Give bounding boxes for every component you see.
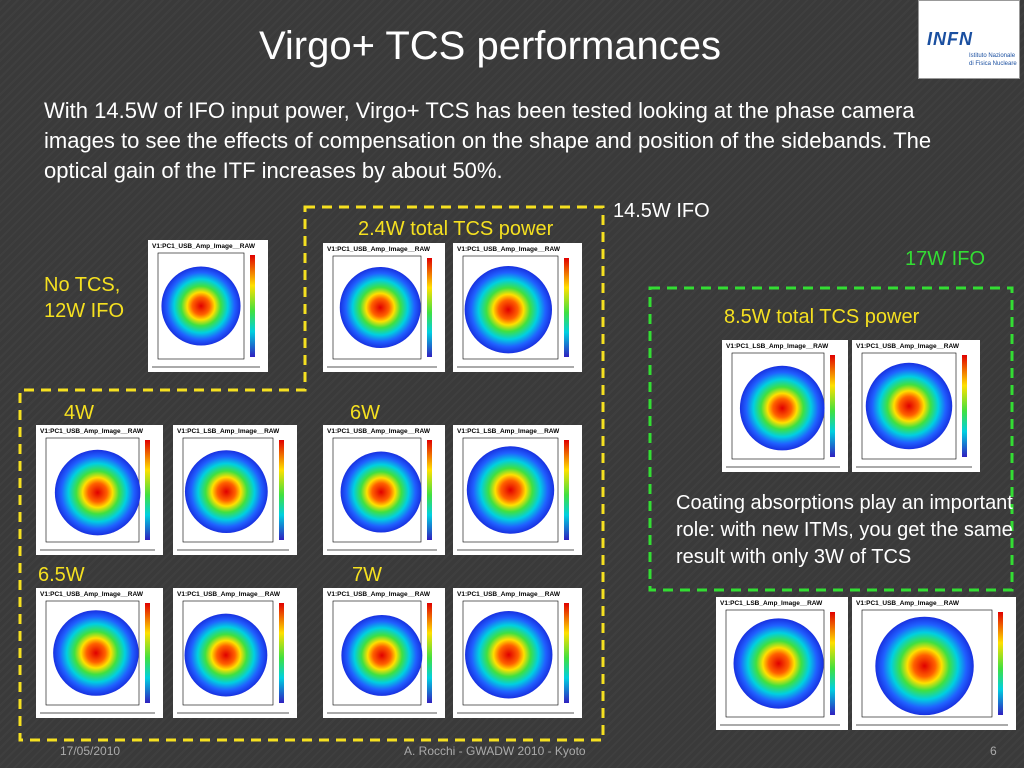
color-bar (145, 440, 150, 540)
color-bar (962, 355, 967, 457)
image-title: V1:PC1_LSB_Amp_Image__RAW (457, 428, 560, 435)
color-bar (279, 603, 284, 703)
group-label: 4W (64, 402, 94, 424)
region-label: 14.5W IFO (613, 200, 710, 222)
color-bar (279, 440, 284, 540)
group-label: 2.4W total TCS power (358, 218, 554, 240)
heatmap (161, 266, 241, 346)
image-title: V1:PC1_USB_Amp_Image__RAW (327, 246, 431, 253)
image-title: V1:PC1_LSB_Amp_Image__RAW (177, 428, 280, 435)
color-bar (145, 603, 150, 703)
yellow-dashed-region (18, 205, 605, 742)
logo-line: di Fisica Nucleare (969, 61, 1017, 67)
image-title: V1:PC1_LSB_Amp_Image__RAW (720, 600, 823, 607)
image-title: V1:PC1_LSB_Amp_Image__RAW (726, 343, 829, 350)
heatmap (54, 449, 141, 536)
body-text: With 14.5W of IFO input power, Virgo+ TC… (44, 98, 932, 183)
group-label: 6W (350, 402, 380, 424)
heatmap (466, 446, 555, 534)
color-bar (427, 258, 432, 357)
heatmap (733, 618, 824, 709)
heatmap (875, 616, 974, 716)
group-label: 7W (352, 564, 382, 586)
color-bar (830, 355, 835, 457)
heatmap (53, 610, 139, 696)
image-title: V1:PC1_USB_Amp_Image__RAW (856, 600, 960, 607)
color-bar (830, 612, 835, 715)
color-bar (564, 440, 569, 540)
color-bar (250, 255, 255, 357)
image-title: V1:PC1_USB_Amp_Image__RAW (457, 591, 561, 598)
image-title: V1:PC1_USB_Amp_Image__RAW (856, 343, 960, 350)
image-title: V1:PC1_USB_Amp_Image__RAW (40, 428, 144, 435)
group-label: 6.5W (38, 564, 85, 586)
heatmap (465, 611, 553, 699)
heatmap (184, 613, 268, 697)
color-bar (564, 258, 569, 357)
group-label: 8.5W total TCS power (724, 306, 920, 328)
heatmap (184, 450, 268, 534)
image-title: V1:PC1_USB_Amp_Image__RAW (457, 246, 561, 253)
logo-acronym: INFN (927, 29, 973, 49)
logo: INFN Istituto Nazionale di Fisica Nuclea… (918, 0, 1020, 79)
color-bar (564, 603, 569, 703)
green-dashed-region (648, 286, 1014, 592)
color-bar (998, 612, 1003, 715)
image-title: V1:PC1_USB_Amp_Image__RAW (152, 243, 256, 250)
image-title: V1:PC1_USB_Amp_Image__RAW (327, 591, 431, 598)
group-label: No TCS, 12W IFO (44, 274, 125, 322)
heatmap (739, 365, 825, 451)
coating-text: Coating absorptions play an important ro… (676, 492, 1013, 568)
heatmap (339, 267, 421, 348)
footer-author: A. Rocchi - GWADW 2010 - Kyoto (404, 744, 586, 758)
heatmap (464, 265, 553, 354)
heatmap (341, 614, 423, 696)
image-title: V1:PC1_USB_Amp_Image__RAW (177, 591, 281, 598)
footer-date: 17/05/2010 (60, 744, 121, 758)
color-bar (427, 603, 432, 703)
logo-line: Istituto Nazionale (969, 53, 1016, 59)
image-title: V1:PC1_USB_Amp_Image__RAW (327, 428, 431, 435)
slide-title: Virgo+ TCS performances (258, 24, 722, 68)
heatmap (865, 362, 953, 450)
heatmap (340, 451, 422, 533)
region-label: 17W IFO (905, 248, 986, 270)
image-title: V1:PC1_USB_Amp_Image__RAW (40, 591, 144, 598)
color-bar (427, 440, 432, 540)
footer-page: 6 (990, 744, 997, 758)
